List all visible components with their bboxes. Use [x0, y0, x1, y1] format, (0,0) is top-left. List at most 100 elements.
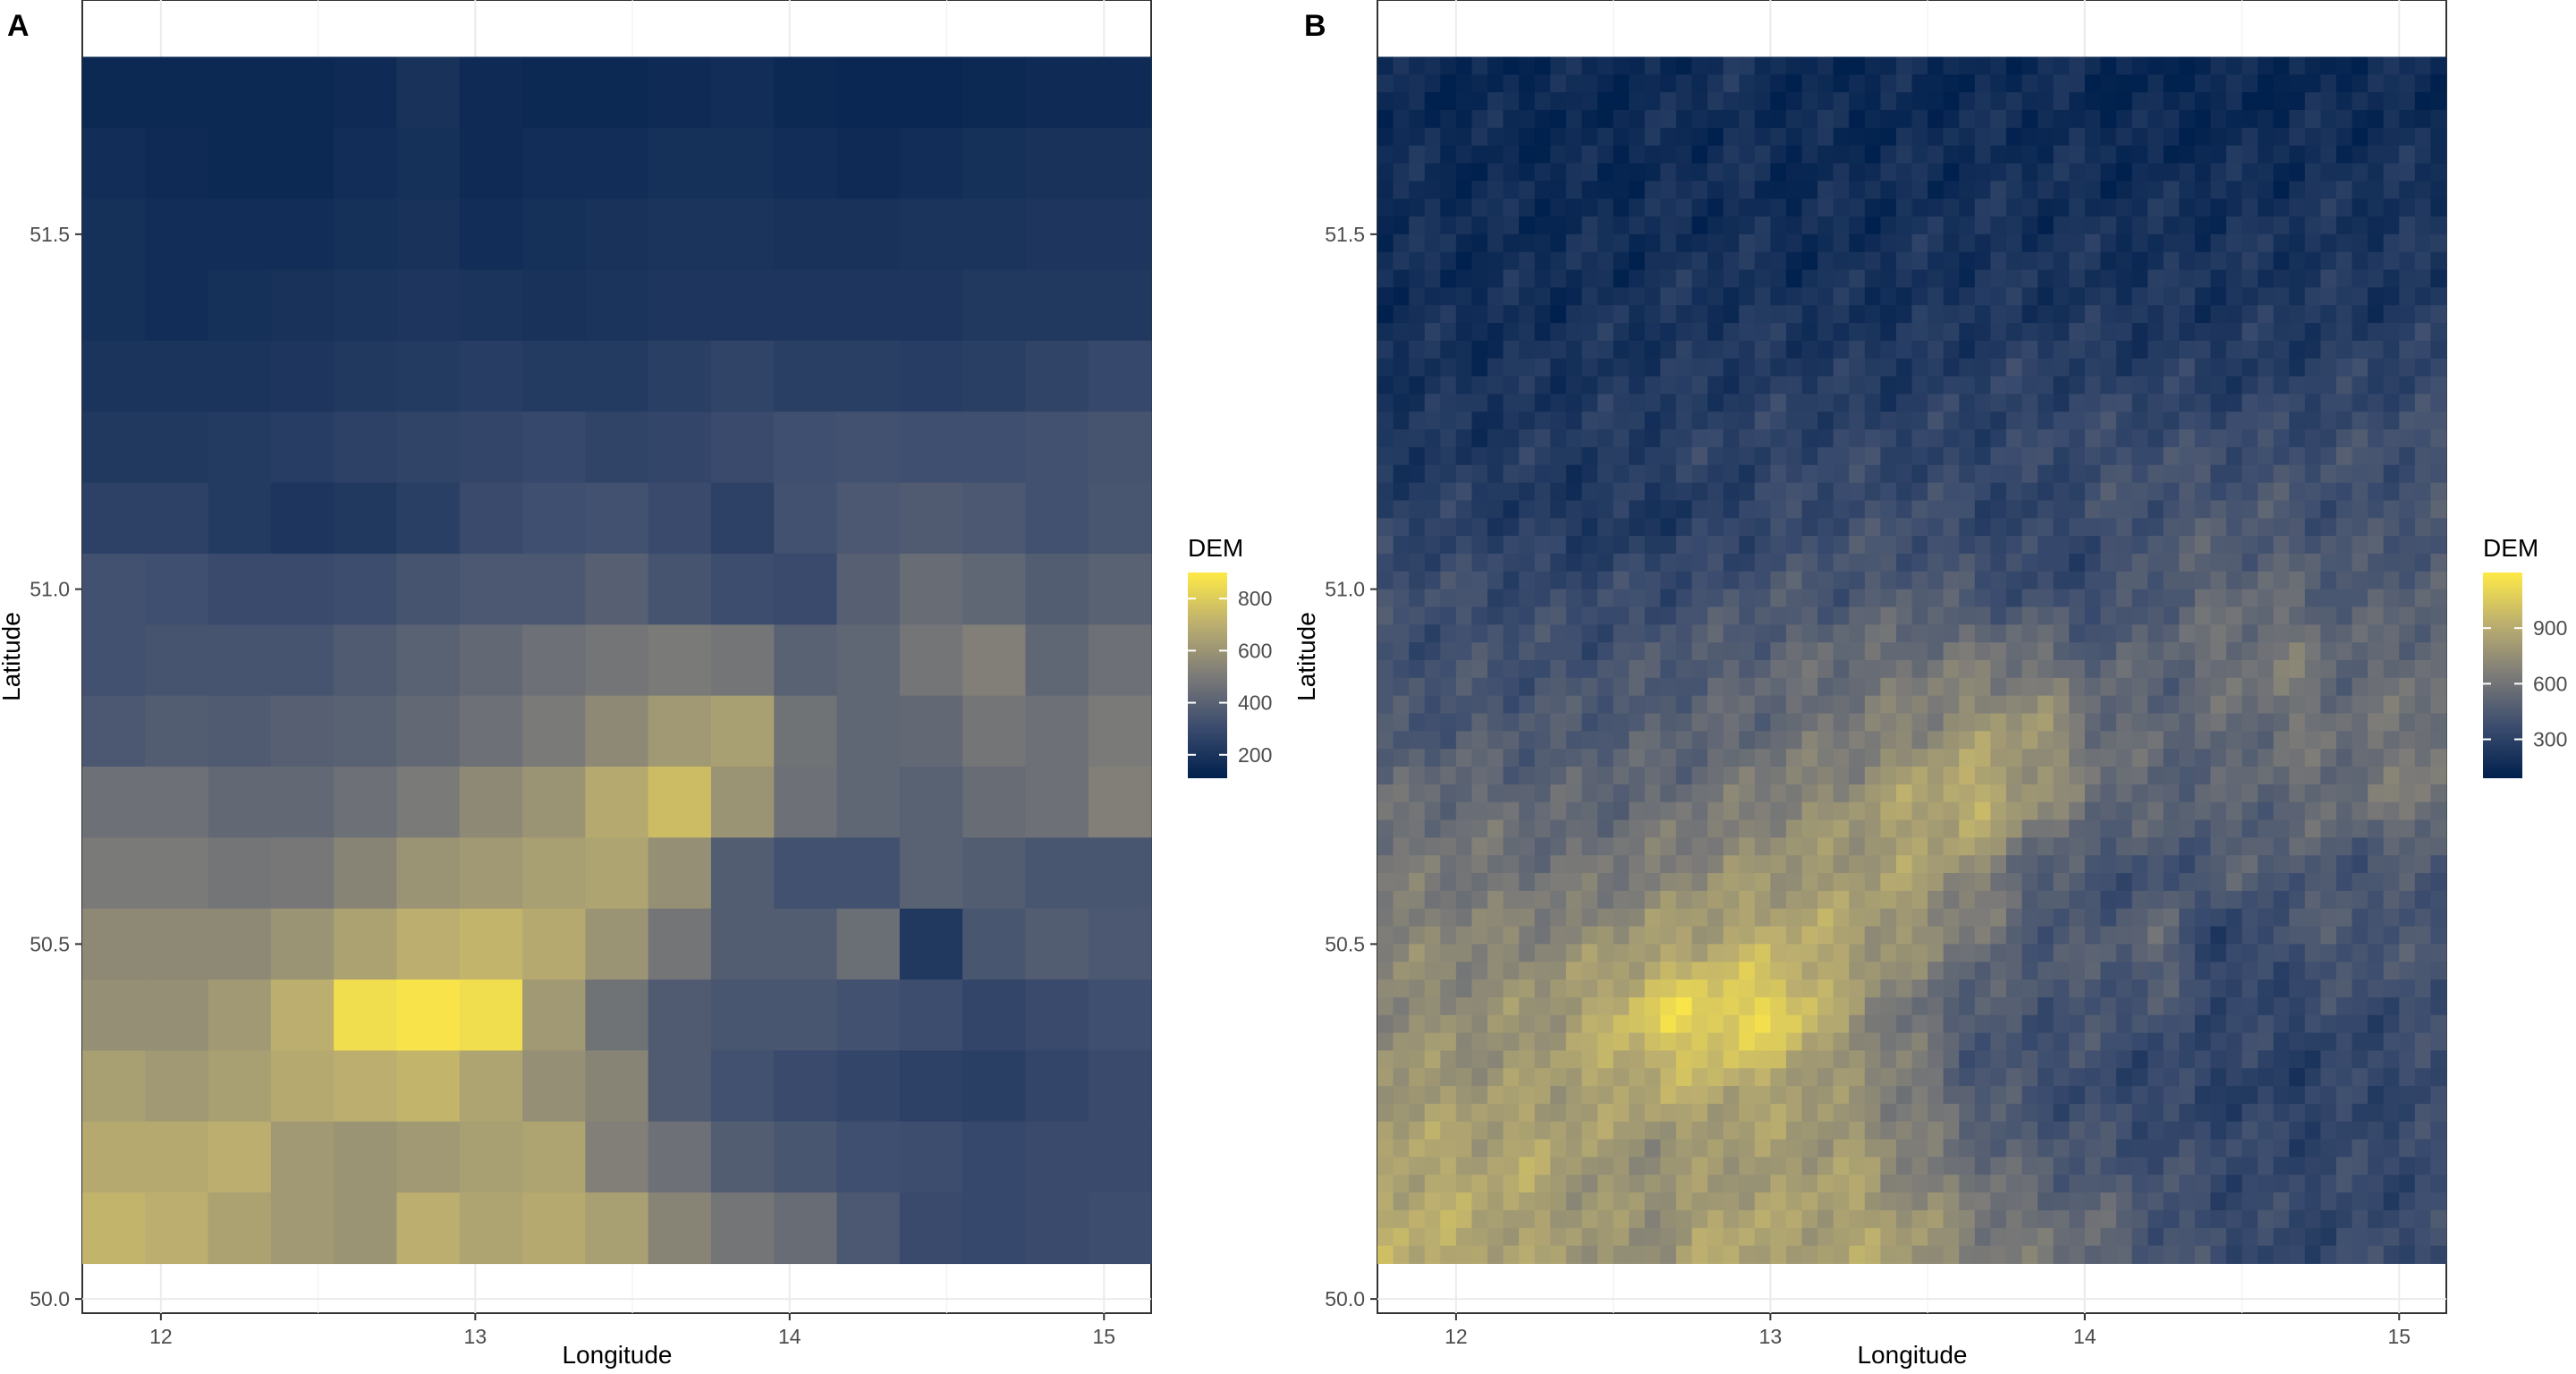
panel-b-raster-cell [1660, 536, 1677, 555]
panel-b-raster-cell [2084, 642, 2101, 661]
panel-b-raster-cell [1990, 145, 2007, 165]
panel-b-raster-cell [1959, 837, 1976, 856]
panel-b-raster-cell [2210, 749, 2227, 768]
panel-b-raster-cell [1534, 323, 1551, 342]
panel-b-raster-cell [2289, 500, 2306, 519]
panel-b-raster-cell [2351, 926, 2368, 945]
panel-b-raster-cell [1754, 163, 1771, 182]
panel-b-raster-cell [2368, 1050, 2385, 1069]
panel-b-raster-cell [2351, 92, 2368, 111]
panel-b-raster-cell [1754, 181, 1771, 199]
panel-b-raster-cell [1377, 624, 1394, 643]
panel-b-raster-cell [1644, 659, 1661, 679]
panel-b-raster-cell [2335, 926, 2353, 945]
panel-b-raster-cell [1377, 749, 1394, 768]
panel-b-raster-cell [1943, 127, 1960, 147]
panel-b-raster-cell [1864, 997, 1881, 1016]
panel-b-raster-cell [1864, 358, 1881, 377]
panel-b-raster-cell [2179, 1032, 2196, 1051]
panel-b-raster-cell [1565, 500, 1582, 519]
panel-b-raster-cell [1393, 287, 1410, 306]
panel-a-raster-cell [270, 340, 335, 412]
panel-b-raster-cell [2320, 109, 2337, 129]
panel-b-raster-cell [1990, 1068, 2007, 1087]
panel-b-raster-cell [1770, 500, 1787, 519]
panel-b-raster-cell [2100, 908, 2117, 928]
panel-b-raster-cell [2194, 1192, 2211, 1211]
panel-b-raster-cell [1613, 163, 1630, 182]
panel-b-raster-cell [2225, 589, 2243, 607]
panel-b-raster-cell [1880, 944, 1897, 963]
panel-b-raster-cell [2241, 446, 2258, 466]
panel-b-raster-cell [2115, 1121, 2133, 1141]
panel-b-raster-cell [1990, 518, 2007, 537]
panel-b-raster-cell [2194, 163, 2211, 182]
panel-b-raster-cell [1534, 305, 1551, 324]
panel-b-raster-cell [1785, 1086, 1802, 1105]
panel-b-raster-cell [2289, 784, 2306, 803]
panel-b-raster-cell [2225, 1068, 2243, 1087]
panel-b-raster-cell [1974, 802, 1991, 821]
panel-b-raster-cell [2430, 323, 2447, 342]
panel-b-raster-cell [1455, 181, 1472, 199]
panel-b-raster-cell [2115, 962, 2133, 980]
panel-a-raster-cell [334, 1192, 398, 1265]
panel-b-raster-cell [2163, 1121, 2180, 1141]
panel-b-raster-cell [2304, 553, 2321, 572]
panel-b-raster-cell [1377, 766, 1394, 785]
panel-b-raster-cell [2148, 1245, 2165, 1264]
panel-a-raster-cell [208, 482, 272, 555]
panel-b-raster-cell [2383, 1086, 2400, 1105]
panel-b-raster-cell [1770, 855, 1787, 874]
panel-b-raster-cell [1377, 199, 1394, 217]
panel-b-raster-cell [2368, 962, 2385, 980]
panel-b-raster-cell [2084, 464, 2101, 484]
panel-b-raster-cell [1377, 553, 1394, 572]
panel-b-raster-cell [1849, 251, 1866, 271]
panel-b-raster-cell [1911, 323, 1928, 342]
panel-b-raster-cell [2148, 1192, 2165, 1211]
panel-b-raster-cell [2148, 394, 2165, 412]
panel-a-raster-cell [962, 766, 1027, 838]
panel-a-x-tick-label: 14 [778, 1325, 801, 1348]
panel-b-raster-cell [2038, 980, 2055, 998]
panel-b-raster-cell [2053, 908, 2070, 928]
panel-b-raster-cell [1487, 908, 1504, 928]
panel-b-raster-cell [1629, 536, 1646, 555]
panel-b-raster-cell [2069, 980, 2086, 998]
panel-b-raster-cell [2383, 1050, 2400, 1069]
panel-b-raster-cell [1377, 606, 1394, 625]
panel-b-raster-cell [2335, 980, 2353, 998]
panel-b-raster-cell [2131, 287, 2148, 306]
panel-b-raster-cell [2115, 944, 2133, 963]
panel-a-raster-cell [1025, 980, 1089, 1051]
panel-b-raster-cell [1880, 127, 1897, 147]
panel-b-raster-cell [1471, 819, 1488, 838]
panel-b-raster-cell [1928, 890, 1945, 910]
panel-b-raster-cell [1880, 109, 1897, 129]
panel-b-raster-cell [1613, 411, 1630, 430]
panel-b-raster-cell [1895, 642, 1912, 661]
panel-b-raster-cell [1880, 199, 1897, 217]
panel-b-raster-cell [1911, 1050, 1928, 1069]
panel-b-raster-cell [1849, 1103, 1866, 1123]
panel-b-raster-cell [2100, 500, 2117, 519]
panel-a-raster-cell [396, 980, 461, 1051]
panel-b-raster-cell [1424, 873, 1441, 892]
panel-b-raster-cell [2148, 216, 2165, 235]
panel-b-raster-cell [2399, 394, 2416, 412]
panel-b-raster-cell [2038, 659, 2055, 679]
panel-b-raster-cell [1487, 536, 1504, 555]
panel-b-raster-cell [1675, 659, 1692, 679]
panel-b-raster-cell [2115, 1157, 2133, 1175]
panel-b-raster-cell [2414, 163, 2431, 182]
panel-b-raster-cell [1849, 145, 1866, 165]
panel-b-raster-cell [1503, 358, 1520, 377]
panel-b-raster-cell [1739, 464, 1756, 484]
panel-b-raster-cell [1629, 340, 1646, 360]
panel-b-raster-cell [1754, 766, 1771, 785]
panel-b-raster-cell [1864, 1086, 1881, 1105]
panel-b-raster-cell [1818, 340, 1835, 360]
panel-b-raster-cell [1990, 1227, 2007, 1247]
panel-b-raster-cell [1440, 749, 1457, 768]
